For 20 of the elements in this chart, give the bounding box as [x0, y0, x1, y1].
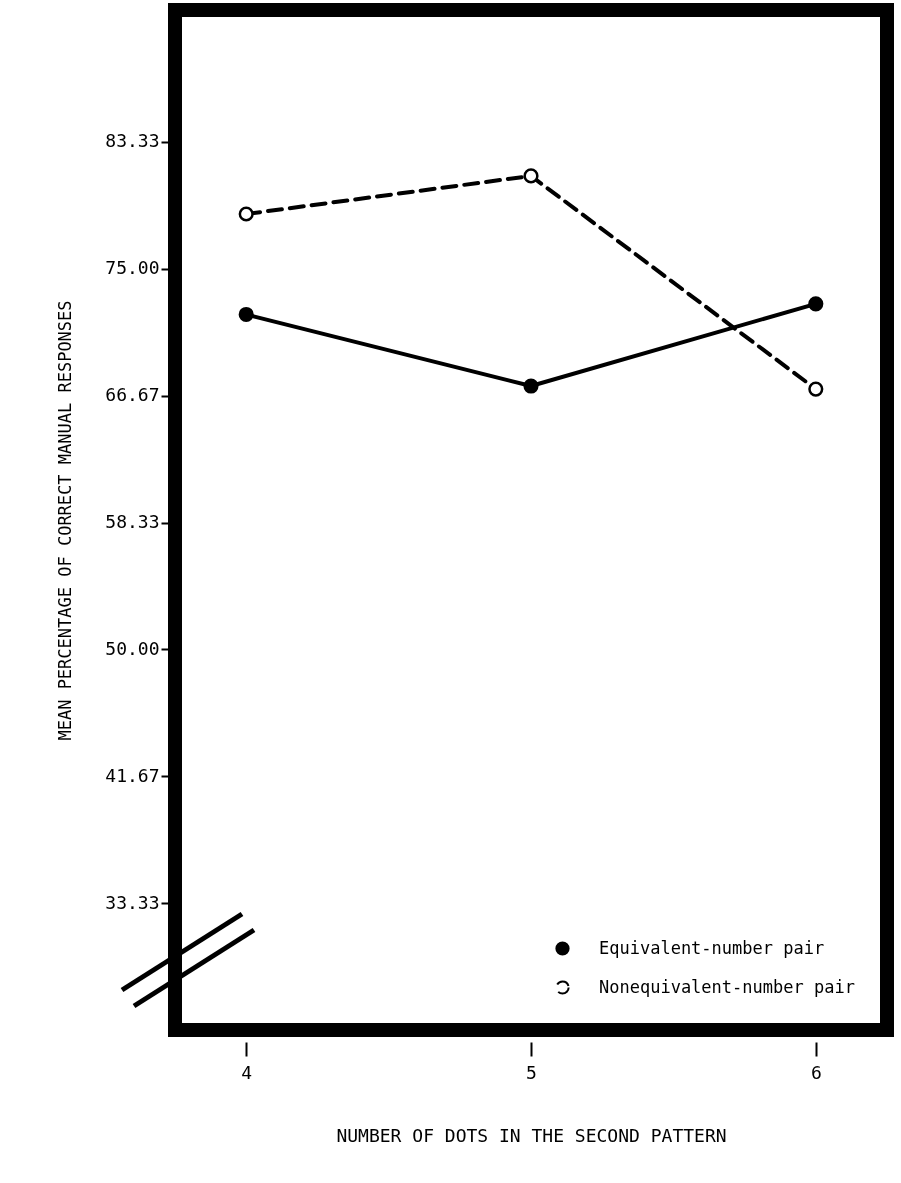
y-tick-label: 41.67	[105, 764, 160, 786]
y-tick-label: 50.00	[105, 637, 160, 659]
legend-label: Nonequivalent-number pair	[599, 976, 855, 997]
point	[808, 296, 824, 312]
x-axis-title: NUMBER OF DOTS IN THE SECOND PATTERN	[336, 1124, 727, 1146]
legend-label: Equivalent-number pair	[599, 937, 825, 958]
y-axis-title: MEAN PERCENTAGE OF CORRECT MANUAL RESPONSES	[55, 300, 76, 741]
y-tick-label: 33.33	[105, 891, 160, 913]
y-tick-label: 66.67	[105, 384, 160, 406]
y-tick-label: 83.33	[105, 130, 160, 152]
x-tick-label: 5	[526, 1061, 537, 1083]
point	[808, 381, 824, 397]
x-tick-label: 4	[241, 1061, 253, 1083]
point	[523, 168, 539, 184]
point	[238, 206, 254, 222]
point	[238, 306, 254, 323]
x-tick-label: 6	[810, 1061, 822, 1083]
y-tick-label: 58.33	[105, 511, 160, 533]
point	[523, 378, 539, 394]
y-tick-label: 75.00	[105, 257, 160, 279]
